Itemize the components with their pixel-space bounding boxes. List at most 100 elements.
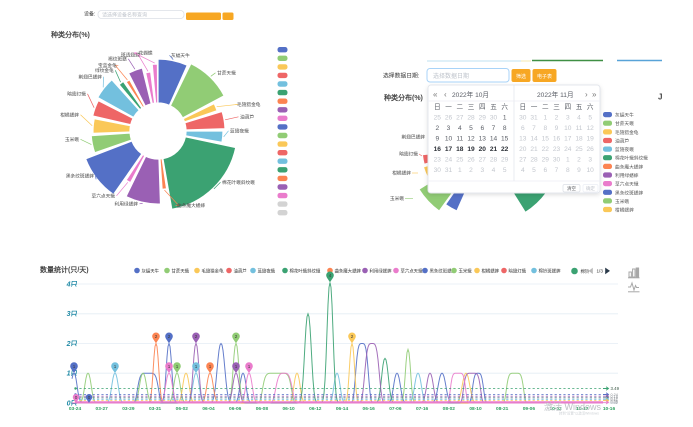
svg-text:10: 10 — [587, 167, 595, 174]
svg-text:油葫芦: 油葫芦 — [234, 267, 248, 274]
svg-text:五: 五 — [490, 103, 497, 111]
svg-text:21: 21 — [530, 146, 538, 153]
svg-text:7: 7 — [555, 167, 559, 174]
svg-text:9: 9 — [435, 136, 439, 143]
svg-text:08-02: 08-02 — [443, 406, 456, 412]
svg-text:09-06: 09-06 — [523, 406, 536, 412]
svg-text:曲条魔大蟋蟀: 曲条魔大蟋蟀 — [177, 202, 205, 209]
svg-text:6: 6 — [480, 125, 484, 132]
svg-text:灰蝠天牛: 灰蝠天牛 — [142, 267, 160, 274]
svg-text:筛选: 筛选 — [516, 73, 526, 80]
svg-text:黑条纹斑蟋蟀: 黑条纹斑蟋蟀 — [615, 189, 643, 196]
svg-text:19: 19 — [587, 136, 595, 143]
svg-text:0: 0 — [67, 400, 71, 407]
svg-text:18: 18 — [456, 146, 464, 153]
svg-text:草六点天蛾: 草六点天蛾 — [615, 181, 639, 188]
svg-text:31: 31 — [445, 167, 453, 174]
svg-text:8: 8 — [566, 167, 570, 174]
svg-text:19: 19 — [467, 146, 475, 153]
svg-text:13: 13 — [479, 136, 487, 143]
svg-text:03-29: 03-29 — [122, 406, 135, 412]
svg-text:花蝴蝶: 花蝴蝶 — [139, 50, 153, 57]
svg-text:玉米蛾: 玉米蛾 — [615, 198, 629, 205]
svg-text:1/3: 1/3 — [597, 269, 604, 274]
svg-text:3: 3 — [480, 167, 484, 174]
svg-text:12: 12 — [467, 136, 475, 143]
svg-text:蓝翅夜蛾: 蓝翅夜蛾 — [615, 146, 634, 153]
svg-text:24: 24 — [445, 157, 453, 164]
svg-text:25: 25 — [575, 146, 583, 153]
svg-text:10: 10 — [445, 136, 453, 143]
svg-text:30: 30 — [434, 167, 442, 174]
svg-text:29: 29 — [542, 157, 550, 164]
svg-text:四: 四 — [479, 103, 486, 111]
svg-text:31: 31 — [530, 115, 538, 122]
svg-text:2: 2 — [555, 115, 559, 122]
svg-text:26: 26 — [445, 115, 453, 122]
svg-text:0.18: 0.18 — [611, 395, 618, 399]
svg-text:23: 23 — [553, 146, 561, 153]
svg-text:1: 1 — [209, 364, 212, 369]
svg-text:宝蓝金龟: 宝蓝金龟 — [98, 62, 117, 68]
svg-text:4: 4 — [577, 115, 581, 122]
svg-text:一: 一 — [445, 104, 452, 111]
svg-text:蓝翅夜蛾: 蓝翅夜蛾 — [258, 267, 276, 274]
svg-text:14: 14 — [490, 136, 498, 143]
svg-text:三: 三 — [553, 103, 560, 111]
svg-text:15: 15 — [542, 136, 550, 143]
svg-text:22: 22 — [542, 146, 550, 153]
svg-text:暗翅灯蛾: 暗翅灯蛾 — [509, 267, 527, 274]
svg-text:请选择设备名称查询: 请选择设备名称查询 — [102, 12, 147, 19]
svg-text:06-16: 06-16 — [363, 406, 376, 412]
svg-text:3.49: 3.49 — [611, 386, 620, 391]
svg-text:毛翅猎金龟: 毛翅猎金龟 — [202, 267, 225, 274]
svg-text:5: 5 — [532, 167, 536, 174]
svg-text:28: 28 — [490, 157, 498, 164]
svg-text:16: 16 — [553, 136, 561, 143]
svg-text:16: 16 — [434, 146, 442, 153]
svg-text:甘蔗天蛾: 甘蔗天蛾 — [615, 120, 634, 127]
svg-text:29: 29 — [479, 115, 487, 122]
svg-text:10-02: 10-02 — [549, 406, 562, 412]
svg-text:0.08: 0.08 — [611, 399, 618, 403]
svg-text:8: 8 — [543, 125, 547, 132]
svg-text:1: 1 — [458, 167, 462, 174]
svg-text:03-24: 03-24 — [69, 406, 82, 412]
svg-text:06-14: 06-14 — [336, 406, 349, 412]
svg-text:0: 0 — [88, 395, 91, 400]
svg-text:27: 27 — [479, 157, 487, 164]
svg-text:21: 21 — [490, 146, 498, 153]
svg-text:曲条魔大蟋蟀: 曲条魔大蟋蟀 — [615, 163, 643, 170]
svg-text:11: 11 — [456, 136, 463, 143]
svg-text:1: 1 — [235, 364, 238, 369]
svg-text:转到"设置"以激活Windows: 转到"设置"以激活Windows — [559, 411, 599, 416]
svg-text:数量统计(只/天): 数量统计(只/天) — [40, 265, 89, 274]
svg-text:日: 日 — [520, 103, 527, 111]
svg-text:利用绿蟋蟀: 利用绿蟋蟀 — [370, 267, 393, 274]
svg-text:油葫芦: 油葫芦 — [240, 114, 254, 121]
svg-text:灰蝠天牛: 灰蝠天牛 — [615, 112, 634, 119]
svg-text:4: 4 — [66, 281, 71, 288]
svg-text:3: 3 — [588, 157, 592, 164]
svg-text:激活 Windows: 激活 Windows — [544, 401, 602, 412]
svg-text:2: 2 — [66, 341, 71, 348]
svg-text:确定: 确定 — [586, 185, 595, 192]
svg-text:暗翅灯蛾: 暗翅灯蛾 — [67, 91, 86, 98]
svg-text:2022年 11月: 2022年 11月 — [537, 90, 574, 99]
svg-text:20: 20 — [519, 146, 527, 153]
svg-text:30: 30 — [519, 115, 527, 122]
svg-text:1: 1 — [566, 157, 570, 164]
svg-text:1: 1 — [176, 364, 179, 369]
svg-text:曲条魔大蟋蟀: 曲条魔大蟋蟀 — [335, 267, 362, 274]
svg-text:J: J — [658, 93, 662, 102]
svg-text:1: 1 — [195, 364, 198, 369]
svg-text:利用绿蟋蟀: 利用绿蟋蟀 — [615, 172, 639, 179]
svg-text:0: 0 — [75, 395, 78, 400]
svg-text:17: 17 — [564, 136, 572, 143]
svg-text:毛翅猎金龟: 毛翅猎金龟 — [237, 101, 261, 108]
svg-text:12: 12 — [587, 125, 595, 132]
svg-text:0.02: 0.02 — [611, 401, 618, 405]
svg-text:10-16: 10-16 — [603, 406, 616, 412]
svg-text:1: 1 — [114, 364, 117, 369]
svg-text:4: 4 — [521, 167, 525, 174]
